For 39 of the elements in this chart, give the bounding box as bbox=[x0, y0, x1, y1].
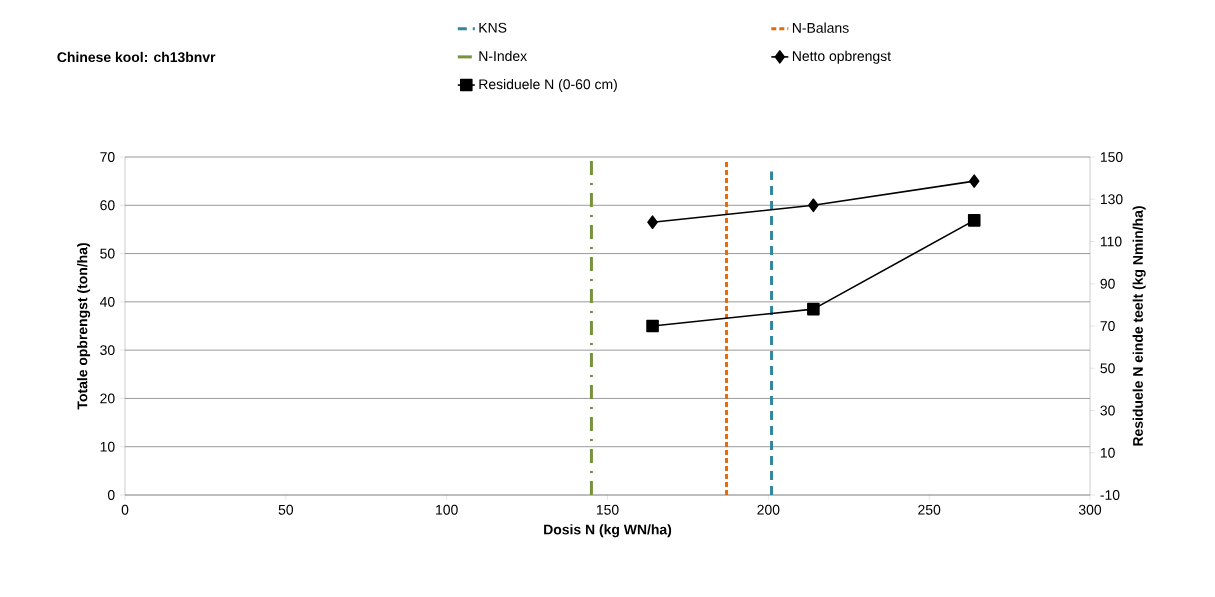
y-axis-title: Totale opbrengst (ton/ha) bbox=[77, 243, 91, 410]
legend-label: N-Balans bbox=[792, 22, 849, 33]
y2-tick-label: 10 bbox=[1100, 447, 1115, 458]
x-tick-label: 300 bbox=[1078, 504, 1102, 515]
point bbox=[808, 198, 819, 213]
y-tick-label: 20 bbox=[100, 393, 115, 404]
y2-tick-label: -10 bbox=[1100, 490, 1120, 500]
y2-tick-label: 30 bbox=[1100, 405, 1115, 416]
chart-title: Chinese kool: ch13bnvr bbox=[57, 51, 216, 63]
x-tick-label: 100 bbox=[436, 504, 458, 515]
legend-label: KNS bbox=[479, 22, 507, 33]
legend-label: Residuele N (0-60 cm) bbox=[479, 78, 617, 92]
y2-tick-label: 70 bbox=[1100, 321, 1115, 331]
y2-tick-label: 110 bbox=[1100, 236, 1122, 247]
point bbox=[646, 319, 659, 333]
point bbox=[647, 215, 658, 229]
y2-tick-label: 50 bbox=[1100, 363, 1115, 374]
x-tick-label: 50 bbox=[278, 504, 294, 515]
y2-axis-title: Residuele N einde teelt (kg Nmin/ha) bbox=[1132, 206, 1146, 446]
legend-label: N-Index bbox=[479, 50, 527, 62]
y-tick-label: 50 bbox=[100, 248, 115, 259]
legend-label: Netto opbrengst bbox=[792, 50, 891, 64]
y-tick-label: 0 bbox=[107, 490, 115, 500]
point bbox=[968, 174, 980, 188]
x-tick-label: 250 bbox=[918, 504, 941, 515]
x-axis-title: Dosis N (kg WN/ha) bbox=[544, 524, 672, 538]
x-tick-label: 150 bbox=[596, 504, 619, 515]
point bbox=[807, 302, 820, 316]
y2-tick-label: 130 bbox=[1100, 194, 1123, 205]
point bbox=[967, 214, 981, 227]
x-tick-label: 0 bbox=[121, 504, 129, 515]
y-tick-label: 10 bbox=[100, 441, 115, 452]
y-tick-label: 70 bbox=[100, 152, 115, 162]
y-tick-label: 40 bbox=[99, 296, 115, 307]
y2-tick-label: 150 bbox=[1100, 152, 1123, 162]
y2-tick-label: 90 bbox=[1100, 278, 1115, 289]
x-tick-label: 200 bbox=[757, 504, 780, 515]
y-tick-label: 60 bbox=[100, 200, 115, 211]
y-tick-label: 30 bbox=[100, 345, 115, 356]
